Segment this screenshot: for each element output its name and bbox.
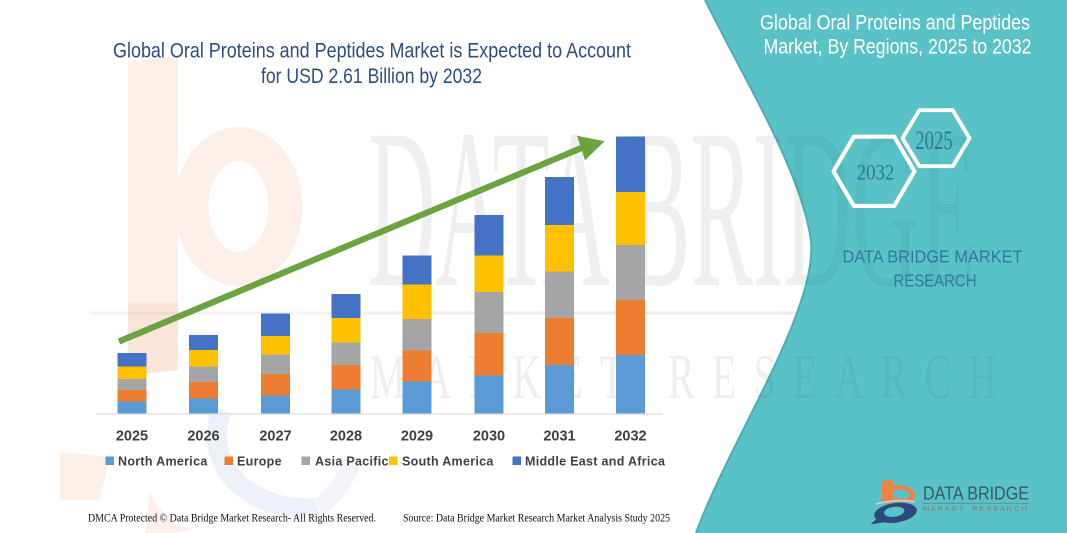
svg-text:MARKET RESEARCH: MARKET RESEARCH: [370, 342, 1014, 413]
svg-text:2030: 2030: [473, 428, 505, 444]
svg-text:2025: 2025: [116, 428, 148, 444]
svg-text:North America: North America: [118, 455, 208, 469]
svg-text:Europe: Europe: [237, 455, 282, 469]
svg-text:2029: 2029: [401, 428, 433, 444]
svg-text:Middle East and Africa: Middle East and Africa: [525, 455, 666, 469]
svg-text:Market, By Regions, 2025 to 20: Market, By Regions, 2025 to 2032: [764, 36, 1032, 59]
svg-text:Global Oral Proteins and Pepti: Global Oral Proteins and Peptides: [760, 12, 1030, 35]
svg-text:DMCA Protected © Data Bridge M: DMCA Protected © Data Bridge Market Rese…: [88, 510, 376, 524]
svg-text:2025: 2025: [915, 125, 953, 155]
svg-text:South America: South America: [402, 455, 494, 469]
svg-text:M A R K E T R E S E A R C H: M A R K E T R E S E A R C H: [923, 506, 1027, 513]
svg-text:RESEARCH: RESEARCH: [894, 271, 977, 291]
svg-text:2031: 2031: [543, 428, 575, 444]
svg-text:Source: Data Bridge Market Res: Source: Data Bridge Market Research Mark…: [403, 510, 670, 524]
svg-text:Asia Pacific: Asia Pacific: [315, 455, 389, 469]
svg-text:2027: 2027: [259, 428, 291, 444]
svg-text:2028: 2028: [330, 428, 362, 444]
svg-text:Global Oral Proteins and Pepti: Global Oral Proteins and Peptides Market…: [113, 40, 631, 63]
svg-text:2026: 2026: [187, 428, 219, 444]
svg-text:2032: 2032: [857, 159, 895, 184]
svg-text:DATA BRIDGE: DATA BRIDGE: [923, 484, 1029, 504]
svg-text:for USD 2.61 Billion by 2032: for USD 2.61 Billion by 2032: [261, 65, 482, 88]
svg-text:2032: 2032: [614, 428, 646, 444]
svg-text:DATA BRIDGE MARKET: DATA BRIDGE MARKET: [843, 247, 1023, 267]
